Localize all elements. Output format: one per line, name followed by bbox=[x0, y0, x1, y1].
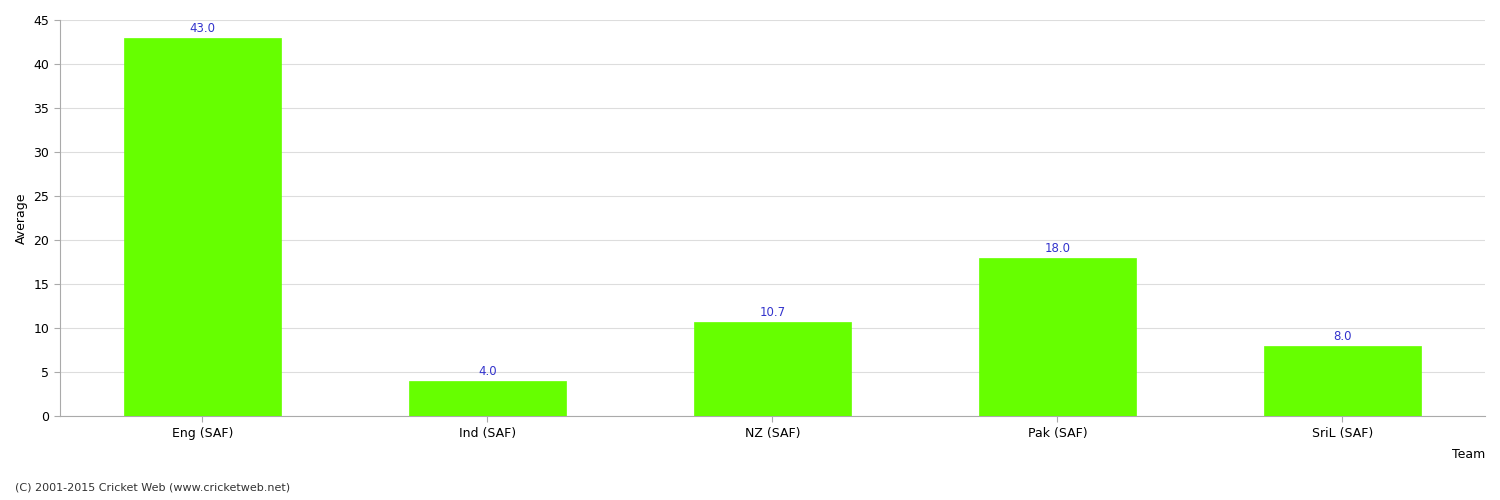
Bar bbox=[694, 322, 850, 416]
Bar bbox=[410, 381, 566, 416]
Text: 43.0: 43.0 bbox=[189, 22, 216, 35]
Text: Team: Team bbox=[1452, 448, 1485, 461]
Bar bbox=[1264, 346, 1420, 416]
Text: 8.0: 8.0 bbox=[1334, 330, 1352, 343]
Y-axis label: Average: Average bbox=[15, 192, 28, 244]
Text: 18.0: 18.0 bbox=[1044, 242, 1071, 255]
Text: (C) 2001-2015 Cricket Web (www.cricketweb.net): (C) 2001-2015 Cricket Web (www.cricketwe… bbox=[15, 482, 290, 492]
Bar bbox=[124, 38, 280, 416]
Text: 4.0: 4.0 bbox=[478, 366, 496, 378]
Bar bbox=[980, 258, 1136, 416]
Text: 10.7: 10.7 bbox=[759, 306, 786, 320]
